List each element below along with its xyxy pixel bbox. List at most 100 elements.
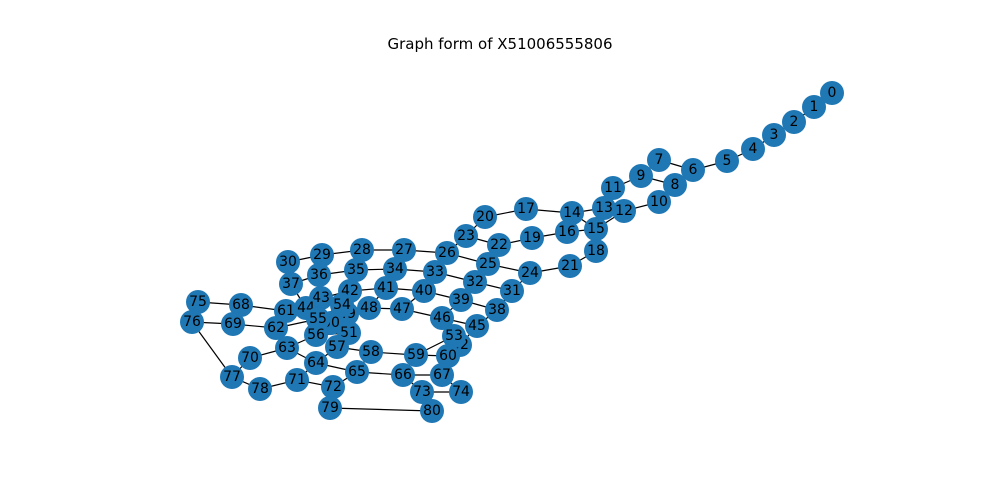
- graph-node-circle: [681, 158, 705, 182]
- graph-node-56: 56: [304, 323, 328, 347]
- graph-node-circle: [430, 363, 454, 387]
- graph-node-circle: [473, 205, 497, 229]
- graph-node-4: 4: [741, 137, 765, 161]
- graph-node-label: 5: [723, 153, 732, 169]
- graph-node-circle: [390, 297, 414, 321]
- graph-node-73: 73: [410, 380, 434, 404]
- graph-node-33: 33: [423, 260, 447, 284]
- graph-node-label: 26: [438, 245, 456, 261]
- graph-node-circle: [412, 279, 436, 303]
- graph-node-label: 40: [415, 283, 433, 299]
- graph-node-label: 3: [770, 127, 779, 143]
- graph-node-label: 80: [423, 403, 441, 419]
- graph-node-label: 1: [810, 99, 819, 115]
- graph-node-label: 33: [426, 264, 444, 280]
- graph-node-39: 39: [449, 288, 473, 312]
- graph-node-circle: [584, 217, 608, 241]
- graph-node-label: 56: [307, 327, 325, 343]
- graph-node-label: 29: [313, 247, 331, 263]
- graph-node-circle: [279, 272, 303, 296]
- graph-node-30: 30: [276, 250, 300, 274]
- graph-node-circle: [555, 220, 579, 244]
- graph-node-circle: [518, 261, 542, 285]
- graph-node-label: 68: [232, 297, 250, 313]
- graph-node-circle: [410, 380, 434, 404]
- graph-node-label: 8: [671, 177, 680, 193]
- graph-node-label: 14: [563, 205, 581, 221]
- graph-node-58: 58: [359, 340, 383, 364]
- graph-node-label: 66: [394, 367, 412, 383]
- graph-node-circle: [449, 380, 473, 404]
- graph-node-1: 1: [802, 95, 826, 119]
- graph-node-circle: [560, 201, 584, 225]
- graph-node-55: 55: [306, 307, 330, 331]
- graph-node-21: 21: [558, 254, 582, 278]
- graph-node-60: 60: [436, 344, 460, 368]
- graph-node-label: 10: [650, 194, 668, 210]
- graph-node-80: 80: [420, 399, 444, 423]
- graph-node-17: 17: [514, 197, 538, 221]
- graph-node-circle: [584, 239, 608, 263]
- graph-node-label: 11: [604, 180, 622, 196]
- graph-node-circle: [436, 344, 460, 368]
- graph-node-23: 23: [454, 224, 478, 248]
- graph-node-circle: [391, 363, 415, 387]
- graph-node-circle: [304, 351, 328, 375]
- graph-node-41: 41: [374, 276, 398, 300]
- graph-node-label: 78: [251, 381, 269, 397]
- graph-node-35: 35: [344, 258, 368, 282]
- graph-node-label: 65: [348, 364, 366, 380]
- graph-node-47: 47: [390, 297, 414, 321]
- graph-node-45: 45: [465, 314, 489, 338]
- graph-node-label: 53: [445, 328, 463, 344]
- graph-node-circle: [558, 254, 582, 278]
- graph-node-72: 72: [321, 375, 345, 399]
- graph-node-12: 12: [612, 199, 636, 223]
- graph-node-circle: [318, 396, 342, 420]
- graph-node-0: 0: [820, 81, 844, 105]
- graph-node-circle: [374, 276, 398, 300]
- graph-node-label: 18: [587, 243, 605, 259]
- graph-node-label: 46: [433, 310, 451, 326]
- graph-node-71: 71: [285, 368, 309, 392]
- graph-node-label: 67: [433, 367, 451, 383]
- graph-node-label: 58: [362, 344, 380, 360]
- graph-node-circle: [802, 95, 826, 119]
- graph-node-57: 57: [325, 335, 349, 359]
- graph-node-circle: [715, 149, 739, 173]
- graph-node-circle: [430, 306, 454, 330]
- graph-node-54: 54: [330, 293, 354, 317]
- node-layer: 0123456789101112131415161718192021222324…: [180, 81, 844, 423]
- graph-node-circle: [612, 199, 636, 223]
- graph-node-3: 3: [762, 123, 786, 147]
- graph-node-circle: [762, 123, 786, 147]
- graph-node-circle: [229, 293, 253, 317]
- graph-node-circle: [442, 324, 466, 348]
- graph-node-circle: [435, 241, 459, 265]
- graph-node-29: 29: [310, 243, 334, 267]
- graph-node-label: 72: [324, 379, 342, 395]
- graph-node-68: 68: [229, 293, 253, 317]
- graph-node-circle: [220, 365, 244, 389]
- graph-node-label: 54: [333, 297, 351, 313]
- graph-node-label: 73: [413, 384, 431, 400]
- graph-node-label: 13: [595, 200, 613, 216]
- graph-node-27: 27: [392, 238, 416, 262]
- graph-node-40: 40: [412, 279, 436, 303]
- graph-node-label: 76: [183, 314, 201, 330]
- graph-node-label: 4: [749, 141, 758, 157]
- graph-node-label: 57: [328, 339, 346, 355]
- graph-node-label: 77: [223, 369, 241, 385]
- graph-node-circle: [647, 190, 671, 214]
- graph-node-label: 2: [790, 114, 799, 130]
- graph-node-label: 62: [267, 320, 285, 336]
- graph-node-16: 16: [555, 220, 579, 244]
- graph-node-circle: [404, 343, 428, 367]
- graph-node-label: 59: [407, 347, 425, 363]
- graph-node-circle: [248, 377, 272, 401]
- graph-node-label: 64: [307, 355, 325, 371]
- graph-title: Graph form of X51006555806: [387, 35, 613, 53]
- graph-node-label: 48: [360, 300, 378, 316]
- graph-node-62: 62: [264, 316, 288, 340]
